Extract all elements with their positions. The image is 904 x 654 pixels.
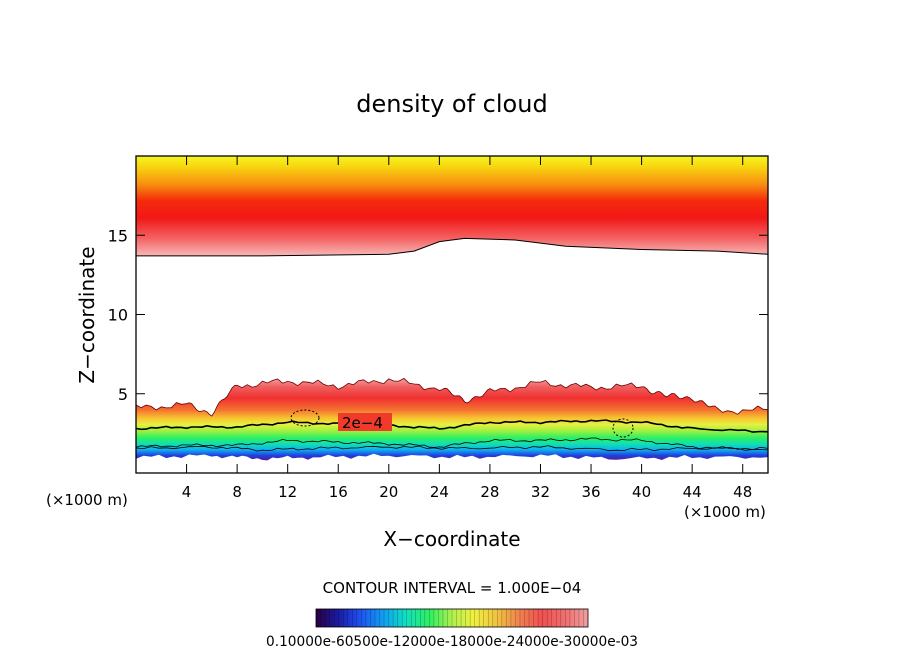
contour-label-bg bbox=[338, 413, 392, 431]
contour-2e-4 bbox=[136, 419, 768, 433]
contour-label: 2e−4 bbox=[342, 414, 383, 432]
convective-cell-left bbox=[290, 409, 320, 427]
x-tick-label: 36 bbox=[581, 483, 600, 501]
x-unit-right: (×1000 m) bbox=[684, 503, 766, 521]
upper-layer-contour bbox=[136, 237, 768, 257]
x-tick-label: 12 bbox=[278, 483, 297, 501]
y-axis: 5 10 15 bbox=[108, 226, 768, 404]
x-tick-label: 48 bbox=[733, 483, 752, 501]
plot-area bbox=[136, 156, 768, 461]
x-axis: 4 8 12 16 20 24 28 32 36 40 44 48 bbox=[182, 156, 752, 501]
contour-lower-1 bbox=[136, 437, 768, 451]
upper-cloud-layer bbox=[136, 156, 768, 256]
colorbar-labels: 0.10000e-60500e-12000e-18000e-24000e-300… bbox=[266, 634, 638, 650]
colorbar-ticks bbox=[320, 609, 584, 627]
x-tick-label: 28 bbox=[480, 483, 499, 501]
x-tick-label: 20 bbox=[379, 483, 398, 501]
x-tick-label: 40 bbox=[632, 483, 651, 501]
chart-title: density of cloud bbox=[356, 90, 547, 118]
x-tick-label: 4 bbox=[182, 483, 192, 501]
convective-cell-right bbox=[612, 418, 634, 438]
y-axis-title: Z−coordinate bbox=[75, 246, 99, 383]
x-tick-label: 16 bbox=[329, 483, 348, 501]
contour-lower-2 bbox=[136, 445, 768, 452]
x-axis-title: X−coordinate bbox=[383, 527, 520, 551]
y-tick-label: 15 bbox=[108, 226, 128, 245]
y-tick-label: 5 bbox=[118, 385, 128, 404]
x-tick-label: 8 bbox=[232, 483, 242, 501]
lower-layer-top-contour bbox=[136, 377, 768, 417]
y-tick-label: 10 bbox=[108, 306, 128, 325]
contour-interval: CONTOUR INTERVAL = 1.000E−04 bbox=[323, 579, 582, 597]
x-tick-label: 24 bbox=[430, 483, 449, 501]
x-tick-label: 32 bbox=[531, 483, 550, 501]
x-unit-left: (×1000 m) bbox=[46, 491, 128, 509]
x-tick-label: 44 bbox=[683, 483, 702, 501]
